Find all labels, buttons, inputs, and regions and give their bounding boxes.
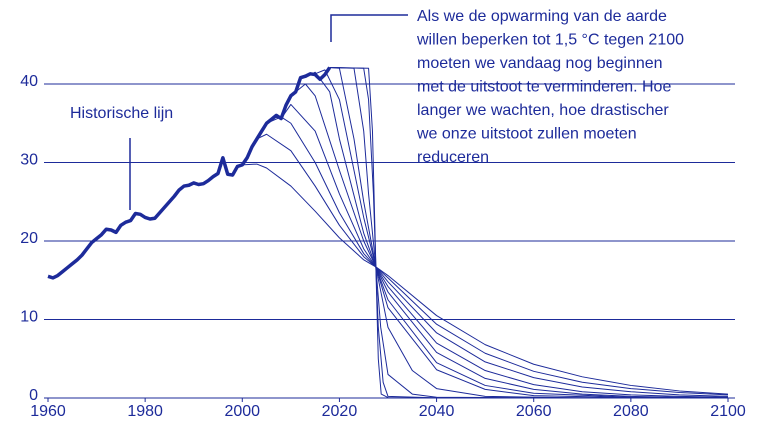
y-tick-label: 20: [20, 230, 38, 247]
scenario-line: [266, 116, 729, 397]
annotation-line: moeten we vandaag nog beginnen: [417, 55, 663, 72]
y-tick-label: 0: [29, 387, 38, 404]
scenario-line: [290, 83, 729, 399]
scenario-line: [329, 67, 729, 399]
annotation: Als we de opwarming van de aarde willen b…: [416, 8, 684, 166]
scenario-line: [329, 67, 729, 399]
series-label: Historische lijn: [70, 105, 173, 122]
y-tick-label: 30: [20, 152, 38, 169]
scenario-line: [256, 133, 729, 396]
annotation-line: langer we wachten, hoe drastischer: [417, 102, 669, 119]
x-tick-label: 2060: [516, 403, 552, 420]
pointer: [330, 14, 408, 42]
scenario-line: [242, 163, 729, 395]
scenario-line: [280, 103, 729, 398]
x-tick-label: 2080: [613, 403, 649, 420]
lines: [47, 66, 729, 399]
x-tick-label: 2100: [710, 403, 746, 420]
annotation-line: Als we de opwarming van de aarde: [417, 8, 667, 25]
x-tick-label: 2040: [419, 403, 455, 420]
annotation-line: we onze uitstoot zullen moeten: [416, 126, 637, 143]
scenario-line: [305, 71, 729, 399]
y-tick-label: 10: [20, 309, 38, 326]
grid: 0 10 20 30 40 1960 1980 2000 2020 2040 2060 2080 210…: [20, 73, 746, 420]
y-tick-label: 40: [20, 73, 38, 90]
x-tick-label: 2020: [322, 403, 358, 420]
annotation-line: willen beperken tot 1,5 °C tegen 2100: [416, 32, 684, 49]
historical-line: [47, 66, 332, 280]
x-tick-label: 1960: [30, 403, 66, 420]
x-tick-label: 1980: [127, 403, 163, 420]
annotation-line: met de uitstoot te verminderen. Hoe: [417, 79, 671, 96]
scenario-line: [314, 69, 729, 399]
annotation-line: reduceren: [417, 149, 489, 166]
x-tick-label: 2000: [224, 403, 260, 420]
